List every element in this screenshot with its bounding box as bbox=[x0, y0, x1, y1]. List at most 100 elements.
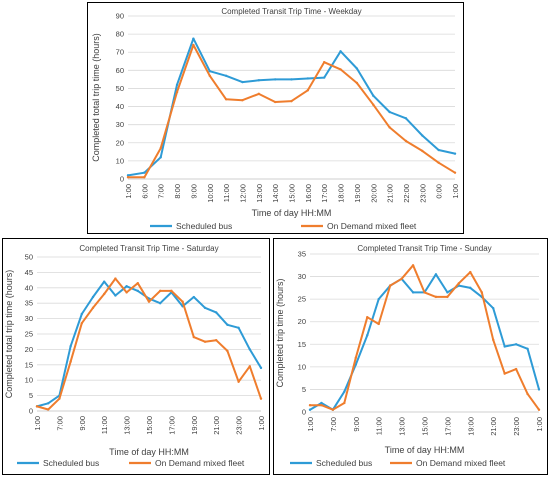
x-tick-label: 21:00 bbox=[212, 416, 221, 435]
data-point bbox=[503, 372, 506, 375]
x-tick-label: 8:00 bbox=[173, 184, 182, 199]
data-point bbox=[469, 286, 472, 290]
data-point bbox=[437, 148, 440, 152]
data-point bbox=[126, 174, 130, 177]
data-point bbox=[257, 92, 260, 96]
data-point bbox=[514, 343, 518, 346]
data-point bbox=[159, 156, 162, 159]
x-tick-label: 20:00 bbox=[369, 184, 378, 203]
data-point bbox=[241, 99, 244, 102]
data-point bbox=[411, 264, 415, 267]
data-point bbox=[203, 306, 207, 310]
data-point bbox=[434, 295, 438, 299]
data-point bbox=[69, 345, 72, 348]
y-axis-title: Completed total trip time (hours) bbox=[91, 33, 101, 162]
data-point bbox=[453, 171, 457, 174]
weekday-chart: Completed Transit Trip Time - Weekday 0 10… bbox=[91, 7, 460, 231]
data-point bbox=[343, 401, 346, 405]
data-point bbox=[226, 323, 229, 326]
y-tick-label: 15 bbox=[298, 340, 306, 349]
data-point bbox=[259, 397, 263, 400]
data-point bbox=[377, 322, 380, 326]
data-point bbox=[453, 152, 457, 155]
data-point bbox=[248, 348, 251, 351]
data-point bbox=[257, 79, 260, 82]
data-point bbox=[103, 292, 106, 296]
data-point bbox=[355, 81, 359, 85]
data-point bbox=[208, 70, 211, 73]
data-point bbox=[125, 285, 128, 288]
data-point bbox=[355, 67, 359, 70]
x-tick-label: 12:00 bbox=[238, 184, 247, 203]
data-point bbox=[114, 294, 117, 297]
x-tick-label: 1:00 bbox=[306, 417, 315, 432]
data-point bbox=[446, 291, 449, 294]
legend-label: On Demand mixed fleet bbox=[155, 458, 245, 468]
chart-title: Completed Transit Trip Time - Saturday bbox=[79, 244, 218, 253]
y-tick-label: 5 bbox=[302, 385, 306, 394]
data-point bbox=[224, 74, 228, 77]
x-tick-label: 17:00 bbox=[167, 416, 176, 435]
data-point bbox=[308, 408, 312, 411]
data-point bbox=[372, 103, 375, 106]
data-point bbox=[339, 68, 342, 71]
x-tick-label: 13:00 bbox=[123, 416, 132, 435]
x-tick-label: 0:00 bbox=[435, 184, 444, 199]
sunday-chart: Completed Transit Trip Time - Sunday 0 5 10… bbox=[275, 244, 544, 468]
data-point bbox=[457, 282, 461, 285]
data-point bbox=[366, 334, 369, 337]
y-tick-label: 10 bbox=[298, 362, 306, 371]
x-tick-label: 11:00 bbox=[222, 184, 231, 202]
y-tick-label: 35 bbox=[298, 250, 306, 259]
x-tick-label: 15:00 bbox=[145, 416, 154, 435]
y-tick-label: 30 bbox=[298, 272, 306, 281]
legend-label: On Demand mixed fleet bbox=[327, 221, 417, 231]
x-tick-label: 1:00 bbox=[124, 184, 133, 199]
data-point bbox=[469, 270, 472, 274]
y-axis-title: Completed trip time (hours) bbox=[275, 278, 285, 387]
y-tick-label: 0 bbox=[302, 408, 306, 417]
y-tick-label: 20 bbox=[298, 317, 306, 326]
y-tick-label: 40 bbox=[25, 283, 33, 292]
data-point bbox=[446, 295, 449, 299]
x-tick-label: 13:00 bbox=[255, 184, 264, 203]
legend-label: Scheduled bus bbox=[176, 221, 232, 231]
x-tick-label: 11:00 bbox=[375, 417, 384, 435]
data-point bbox=[159, 147, 162, 150]
x-tick-label: 16:00 bbox=[304, 184, 313, 203]
data-point bbox=[537, 408, 541, 411]
x-axis-title: Time of day HH:MM bbox=[109, 447, 189, 457]
y-tick-label: 10 bbox=[116, 156, 124, 165]
y-axis-title: Completed total trip time (hours) bbox=[4, 270, 14, 399]
data-point bbox=[215, 311, 218, 314]
sunday-chart-panel: Completed Transit Trip Time - Sunday 0 5 10… bbox=[273, 238, 548, 475]
data-point bbox=[434, 273, 438, 276]
data-point bbox=[503, 345, 506, 348]
y-tick-label: 60 bbox=[116, 66, 124, 75]
data-point bbox=[175, 90, 179, 94]
data-point bbox=[80, 312, 84, 316]
data-point bbox=[290, 99, 293, 103]
x-tick-label: 9:00 bbox=[78, 416, 87, 431]
x-tick-label: 1:00 bbox=[33, 416, 42, 431]
data-point bbox=[58, 397, 61, 400]
y-tick-label: 25 bbox=[298, 295, 306, 304]
data-point bbox=[259, 366, 263, 370]
x-axis-title: Time of day HH:MM bbox=[252, 208, 332, 218]
data-point bbox=[537, 388, 541, 391]
data-point bbox=[306, 77, 310, 80]
x-tick-label: 18:00 bbox=[337, 184, 346, 203]
data-point bbox=[377, 297, 380, 301]
y-tick-label: 30 bbox=[25, 314, 33, 323]
data-point bbox=[170, 289, 173, 293]
x-tick-label: 23:00 bbox=[512, 417, 521, 436]
x-tick-label: 19:00 bbox=[190, 416, 199, 435]
data-point bbox=[423, 291, 426, 294]
data-point bbox=[323, 60, 326, 64]
x-tick-label: 19:00 bbox=[466, 417, 475, 436]
data-point bbox=[192, 335, 195, 339]
x-tick-label: 14:00 bbox=[271, 184, 280, 203]
data-point bbox=[203, 340, 207, 343]
data-point bbox=[343, 390, 346, 393]
data-point bbox=[125, 291, 128, 294]
